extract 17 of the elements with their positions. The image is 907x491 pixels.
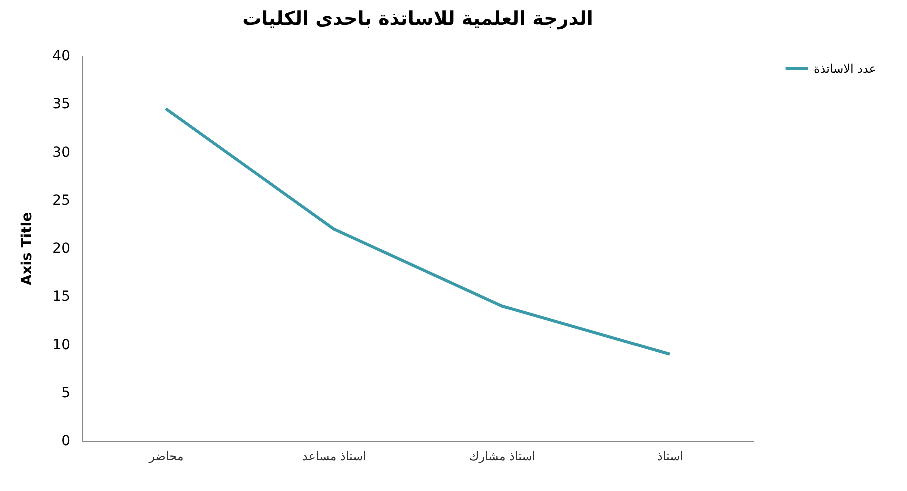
x-tick-label: استاذ bbox=[657, 450, 684, 464]
legend-label: عدد الاساتذة bbox=[814, 62, 876, 76]
y-tick-label: 20 bbox=[52, 241, 70, 257]
y-axis-title: Axis Title bbox=[20, 212, 36, 286]
y-tick-label: 5 bbox=[62, 385, 70, 402]
chart-title: الدرجة العلمية للاساتذة باحدى الكليات bbox=[242, 8, 594, 30]
x-tick-label: استاذ مساعد bbox=[302, 450, 367, 464]
y-tick-label: 10 bbox=[52, 337, 70, 354]
x-tick-label: محاضر bbox=[148, 450, 184, 464]
y-tick-label: 0 bbox=[62, 434, 70, 450]
y-tick-label: 15 bbox=[52, 289, 70, 306]
line-series bbox=[164, 107, 672, 356]
x-tick-label: استاذ مشارك bbox=[469, 450, 536, 464]
y-tick-label: 25 bbox=[52, 192, 70, 209]
y-tick-label: 35 bbox=[52, 96, 70, 113]
y-tick-label: 30 bbox=[52, 144, 70, 161]
y-tick-label: 40 bbox=[52, 48, 70, 64]
